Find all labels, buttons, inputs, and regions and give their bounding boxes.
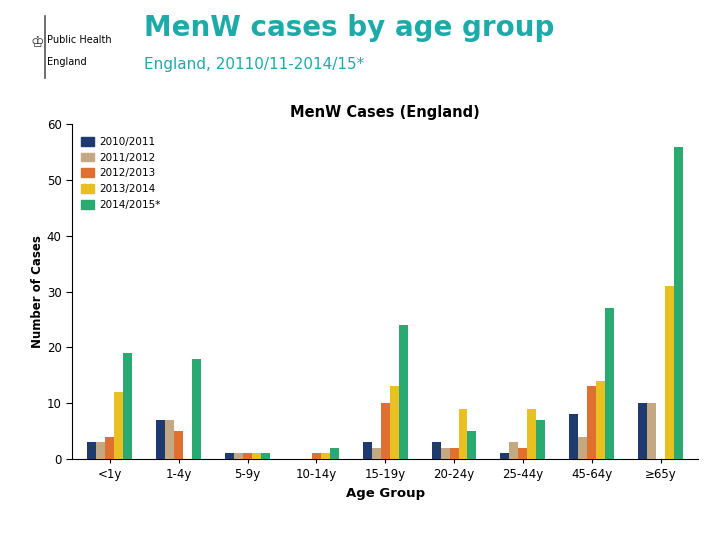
Bar [192, 359, 201, 459]
Bar [174, 431, 183, 459]
Bar [156, 420, 166, 459]
Bar [432, 442, 441, 459]
Bar [605, 308, 614, 459]
Bar [243, 454, 252, 459]
Bar [166, 420, 174, 459]
Text: MenW cases by age group: MenW cases by age group [144, 14, 554, 42]
Text: * data available until end May 2015: * data available until end May 2015 [510, 515, 709, 525]
Bar [321, 454, 330, 459]
Bar [114, 392, 123, 459]
Legend: 2010/2011, 2011/2012, 2012/2013, 2013/2014, 2014/2015*: 2010/2011, 2011/2012, 2012/2013, 2013/20… [77, 133, 165, 214]
Bar [536, 420, 545, 459]
Bar [510, 442, 518, 459]
X-axis label: Age Group: Age Group [346, 487, 425, 500]
Text: 68: 68 [11, 513, 27, 526]
Bar [234, 454, 243, 459]
Bar [570, 414, 578, 459]
Bar [518, 448, 527, 459]
Bar [399, 325, 408, 459]
Text: England, 20110/11-2014/15*: England, 20110/11-2014/15* [144, 57, 364, 72]
Bar [96, 442, 105, 459]
Text: ♔: ♔ [30, 35, 44, 50]
Bar [467, 431, 477, 459]
Bar [647, 403, 656, 459]
Text: England: England [47, 57, 86, 67]
Bar [449, 448, 459, 459]
Bar [372, 448, 381, 459]
Title: MenW Cases (England): MenW Cases (England) [290, 105, 480, 120]
Bar [527, 409, 536, 459]
Bar [588, 387, 596, 459]
Bar [123, 353, 132, 459]
Bar [665, 286, 674, 459]
Y-axis label: Number of Cases: Number of Cases [31, 235, 44, 348]
Bar [578, 437, 588, 459]
Bar [390, 387, 399, 459]
Bar [674, 146, 683, 459]
Bar [441, 448, 449, 459]
Bar [105, 437, 114, 459]
Bar [252, 454, 261, 459]
Bar [381, 403, 390, 459]
Bar [88, 442, 96, 459]
Bar [500, 454, 510, 459]
Bar [225, 454, 234, 459]
Bar [596, 381, 605, 459]
Text: Public Health: Public Health [47, 35, 112, 45]
Bar [261, 454, 270, 459]
Bar [638, 403, 647, 459]
Bar [330, 448, 338, 459]
Bar [312, 454, 321, 459]
Bar [459, 409, 467, 459]
Bar [363, 442, 372, 459]
